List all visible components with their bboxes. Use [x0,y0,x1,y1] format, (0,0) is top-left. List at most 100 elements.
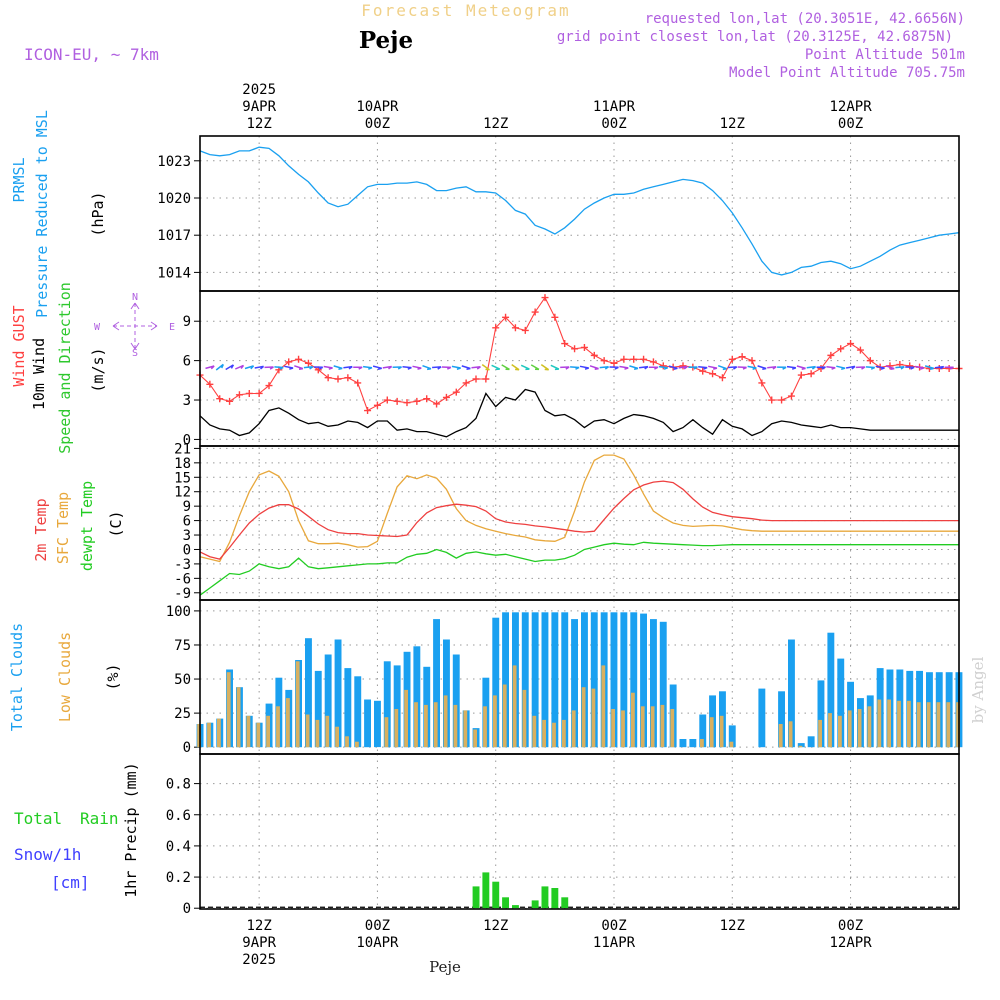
rain-label: Rain [80,809,119,828]
wind-direction-arrow [806,365,817,370]
gust-marker [856,346,864,354]
temperature-frame [199,445,960,601]
total-cloud-bar [699,714,707,748]
low-cloud-bar [838,715,842,748]
gust-marker [561,340,569,348]
top-tick-label: 00Z [601,116,626,132]
gust-marker [768,396,776,404]
wind-direction-arrow [382,365,393,370]
wind-direction-arrow [234,364,245,370]
y-tick-label: 0 [183,432,191,448]
low-cloud-bar [217,718,221,748]
low-cloud-bar [729,741,734,748]
low-cloud-bar [562,719,566,748]
requested-coords: requested lon,lat (20.3051E, 42.6656N) [645,11,965,27]
low-cloud-bar [236,687,241,748]
low-cloud-bar [788,721,793,748]
top-tick-label: 00Z [365,116,390,132]
wind-direction-arrow [648,366,659,370]
wind-direction-arrow [895,366,905,370]
low-cloud-bar [335,726,339,748]
wind-direction-arrow [678,365,688,370]
bottom-tick-label: 12Z [720,918,745,934]
total-cloud-bar [817,680,825,748]
wind-direction-arrow [451,365,461,371]
gust-marker [778,396,786,404]
top-tick-label: 9APR [242,99,276,115]
snow-label: Snow/1h [14,845,81,864]
gust-marker [442,393,450,401]
wind-direction-arrow [570,366,580,370]
wind-direction-arrow [629,365,639,371]
bottom-tick-label: 10APR [356,935,399,951]
wind-direction-arrow [786,365,797,370]
wind-direction-arrow [796,365,806,371]
gust-marker [551,313,559,321]
wind-direction-arrow [560,366,570,370]
low-cloud-bar [670,709,675,748]
y-tick-label: 0.2 [166,870,191,886]
total-cloud-bar [364,699,371,748]
top-tick-label: 2025 [242,82,276,98]
gust-marker [738,353,746,361]
clouds-unit: (%) [104,663,122,690]
wind-direction-arrow [579,365,590,370]
wind-direction-arrow [658,365,669,370]
bottom-tick-label: 00Z [365,918,390,934]
total-cloud-bar [452,654,460,748]
wind-gust-label: Wind GUST [10,305,28,386]
low-cloud-bar [266,715,270,748]
top-tick-label: 12Z [246,116,271,132]
gust-marker [295,355,303,363]
wind-direction-arrow [619,365,629,370]
wind-direction-arrow [944,366,954,370]
low-cloud-bar [276,706,280,748]
low-cloud-bar [847,710,852,748]
pressure-panel: 1014 1017 1020 1023 PRMSL Pressure Reduced … [10,110,960,318]
wind-direction-arrow [550,364,560,371]
low-cloud-bar [424,704,428,748]
low-cloud-bar [295,661,300,748]
total-cloud-bar [827,632,835,748]
total-cloud-bar [659,621,667,748]
pressure-unit: (hPa) [89,191,107,236]
total-cloud-bar [581,612,588,748]
wind-direction-arrow [264,366,274,370]
y-tick-label: 0 [183,542,191,558]
gust-marker [492,324,500,332]
y-tick-label: 3 [183,393,191,409]
low-cloud-bar [936,702,941,748]
low-cloud-bar [522,689,527,748]
low-cloud-bar [355,741,359,748]
wind-direction-arrow [284,365,294,370]
svg-text:S: S [132,348,138,359]
bottom-tick-label: 12APR [829,935,872,951]
low-cloud-bar [493,695,497,748]
pressure-line [199,146,960,276]
low-cloud-bar [916,702,921,748]
low-cloud-bar [650,706,655,748]
wind-speed-line [199,388,959,438]
total-cloud-bar [788,639,795,748]
gust-marker [482,375,490,383]
chart-title: Forecast Meteogram [361,1,570,20]
rain-bar [551,888,559,909]
low-cloud-bar [394,709,399,748]
low-cloud-bar [502,684,507,748]
total-cloud-bar [551,612,559,748]
gust-marker [906,362,914,370]
gust-marker [541,294,549,302]
wind-direction-arrow [205,365,215,370]
svg-text:E: E [169,322,175,333]
gust-marker [433,400,441,408]
temp-dewpt-label: dewpt Temp [78,481,96,571]
wind-direction-arrow [639,365,649,370]
low-cloud-bar [719,715,724,748]
compass-rose-icon: N S W E [94,292,175,359]
top-tick-label: 10APR [356,99,399,115]
wind-direction-arrow [914,365,925,370]
gust-marker [827,351,835,359]
total-cloud-bar [521,612,529,748]
sfc-temp-line [199,454,959,563]
